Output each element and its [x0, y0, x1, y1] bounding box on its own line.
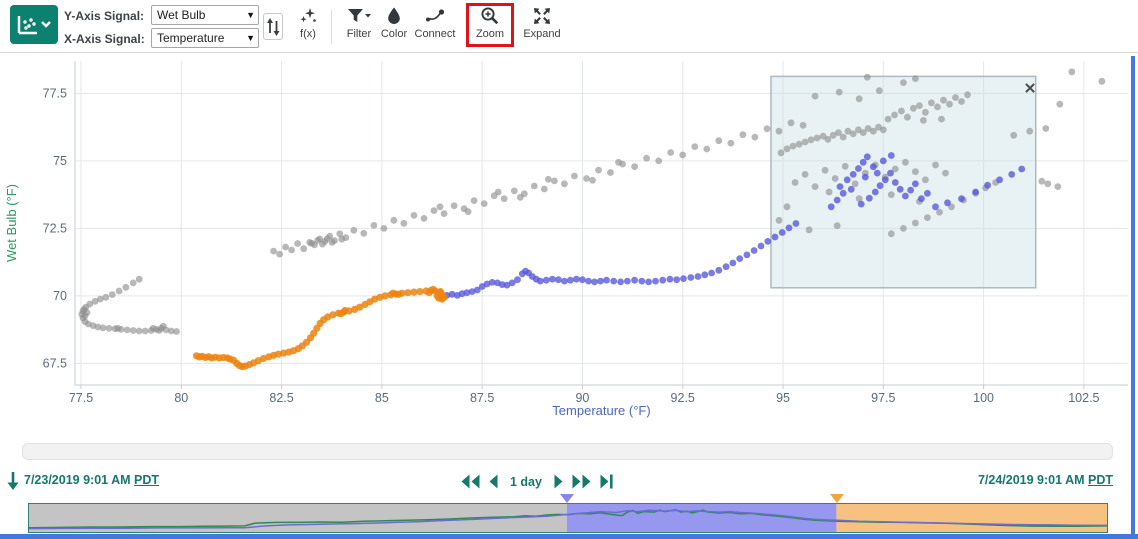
sparkle-fx-icon	[300, 8, 316, 23]
y-axis-signal-label: Y-Axis Signal:	[64, 9, 145, 23]
svg-text:97.5: 97.5	[871, 391, 895, 405]
swap-axes-button[interactable]	[263, 13, 283, 40]
magnifier-plus-icon	[481, 7, 499, 25]
svg-text:77.5: 77.5	[69, 391, 93, 405]
svg-text:95: 95	[776, 391, 790, 405]
fx-tool-button[interactable]: f(x)	[290, 6, 326, 40]
zoom-tool-highlight-box	[466, 3, 514, 47]
x-axis-title: Temperature (°F)	[552, 403, 650, 418]
arrow-down-icon	[7, 472, 19, 490]
x-axis-signal-select[interactable]: Temperature ▼	[151, 28, 259, 48]
step-back-double-button[interactable]	[461, 474, 480, 489]
expand-tool-button[interactable]: Expand	[518, 6, 566, 40]
y-axis-title: Wet Bulb (°F)	[4, 184, 19, 262]
svg-text:70: 70	[53, 289, 67, 303]
svg-text:82.5: 82.5	[269, 391, 293, 405]
series-orange-capsule	[192, 285, 448, 371]
svg-text:102.5: 102.5	[1068, 391, 1099, 405]
range-end-timezone-link[interactable]: PDT	[1088, 473, 1113, 487]
svg-text:85: 85	[375, 391, 389, 405]
zoom-tool-label: Zoom	[475, 28, 505, 40]
step-to-end-button[interactable]	[600, 474, 613, 489]
fx-tool-label: f(x)	[300, 28, 316, 40]
x-axis-signal-value: Temperature	[157, 31, 225, 45]
chevron-down-icon	[41, 20, 51, 28]
expand-tool-label: Expand	[523, 28, 561, 40]
svg-text:92.5: 92.5	[671, 391, 695, 405]
svg-text:72.5: 72.5	[43, 221, 67, 235]
range-duration-label[interactable]: 1 day	[510, 474, 542, 489]
range-start-timezone-link[interactable]: PDT	[134, 473, 160, 487]
droplet-icon	[388, 7, 400, 24]
filter-tool-button[interactable]: Filter	[337, 6, 381, 40]
y-axis-signal-select[interactable]: Wet Bulb ▼	[151, 5, 259, 25]
expand-arrows-icon	[534, 8, 550, 24]
scatter-chart-area[interactable]: 77.5 80 82.5 85 87.5 90 92.5 95 97.5 100 102.5 67.5…	[0, 53, 1138, 437]
svg-text:75: 75	[53, 154, 67, 168]
series-blue-capsule	[443, 152, 1026, 299]
temperature-trend	[28, 509, 1108, 530]
step-forward-double-button[interactable]	[572, 474, 591, 489]
select-caret-icon: ▼	[246, 10, 255, 20]
connect-points-icon	[426, 9, 445, 22]
svg-text:77.5: 77.5	[43, 86, 67, 100]
close-selection-icon[interactable]: ✕	[1024, 80, 1037, 97]
series-unselected-gray	[78, 68, 1106, 335]
view-selector-button[interactable]	[10, 5, 58, 44]
connect-tool-button[interactable]: Connect	[409, 6, 461, 40]
orange-region-marker[interactable]	[829, 494, 844, 503]
x-axis-scrollbar[interactable]	[22, 443, 1113, 460]
window-right-edge	[1131, 56, 1135, 539]
step-forward-button[interactable]	[554, 474, 563, 489]
color-tool-label: Color	[380, 28, 408, 40]
window-bottom-edge	[0, 534, 1138, 539]
range-end-datetime[interactable]: 7/24/2019 9:01 AM PDT	[978, 473, 1113, 487]
timeline-strip-svg	[28, 504, 1108, 532]
connect-tool-label: Connect	[414, 28, 456, 40]
svg-text:67.5: 67.5	[43, 356, 67, 370]
filter-tool-label: Filter	[346, 28, 372, 40]
x-axis-signal-label: X-Axis Signal:	[64, 32, 145, 46]
y-axis-signal-value: Wet Bulb	[157, 8, 206, 22]
step-back-button[interactable]	[489, 474, 498, 489]
svg-text:80: 80	[174, 391, 188, 405]
swap-axes-icon	[267, 17, 280, 36]
scatter-chart-icon	[17, 15, 51, 34]
select-caret-icon: ▼	[246, 33, 255, 43]
range-navigation: 1 day	[461, 474, 613, 489]
zoom-tool-button[interactable]: Zoom	[470, 6, 510, 40]
toolbar-divider	[331, 10, 332, 44]
toolbar: Y-Axis Signal: Wet Bulb ▼ X-Axis Signal:…	[0, 0, 1138, 53]
svg-text:87.5: 87.5	[470, 391, 494, 405]
orange-capsule-region[interactable]	[836, 504, 1107, 532]
svg-text:100: 100	[973, 391, 994, 405]
svg-text:90: 90	[575, 391, 589, 405]
funnel-icon	[348, 9, 371, 22]
timeline-strip[interactable]	[28, 503, 1108, 533]
scatter-plot[interactable]: 77.5 80 82.5 85 87.5 90 92.5 95 97.5 100 102.5 67.5…	[0, 53, 1138, 437]
range-start-datetime[interactable]: 7/23/2019 9:01 AM PDT	[24, 473, 159, 487]
blue-region-marker[interactable]	[559, 494, 574, 503]
range-end-text: 7/24/2019 9:01 AM	[977, 473, 1085, 487]
color-tool-button[interactable]: Color	[376, 6, 412, 40]
range-start-text: 7/23/2019 9:01 AM	[24, 473, 131, 487]
investigate-range-button[interactable]	[6, 471, 20, 496]
